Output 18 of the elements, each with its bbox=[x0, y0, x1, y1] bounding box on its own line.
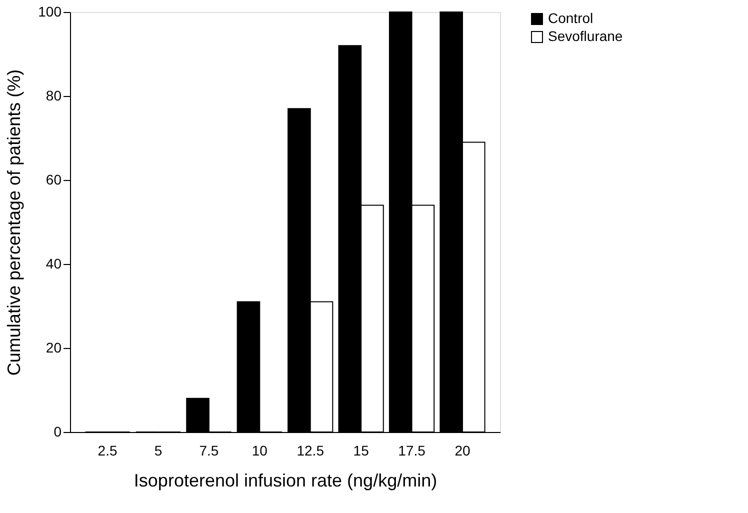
x-axis-title: Isoproterenol infusion rate (ng/kg/min) bbox=[134, 470, 438, 490]
x-tick-label: 7.5 bbox=[199, 442, 219, 458]
y-tick-label: 80 bbox=[46, 88, 62, 104]
legend-label: Control bbox=[548, 10, 594, 26]
y-tick-label: 0 bbox=[54, 424, 62, 440]
y-tick-label: 40 bbox=[46, 256, 62, 272]
x-tick-label: 10 bbox=[252, 442, 268, 458]
y-tick-label: 60 bbox=[46, 172, 62, 188]
legend-label: Sevoflurane bbox=[548, 28, 623, 44]
y-axis-title: Cumulative percentage of patients (%) bbox=[4, 69, 24, 376]
x-tick-label: 5 bbox=[154, 442, 162, 458]
x-tick-label: 15 bbox=[353, 442, 370, 458]
x-tick-label: 17.5 bbox=[398, 442, 426, 458]
x-tick-label: 12.5 bbox=[296, 442, 324, 458]
x-tick-label: 2.5 bbox=[98, 442, 118, 458]
y-tick-label: 100 bbox=[38, 4, 62, 20]
y-tick-label: 20 bbox=[46, 340, 62, 356]
x-tick-label: 20 bbox=[454, 442, 470, 458]
